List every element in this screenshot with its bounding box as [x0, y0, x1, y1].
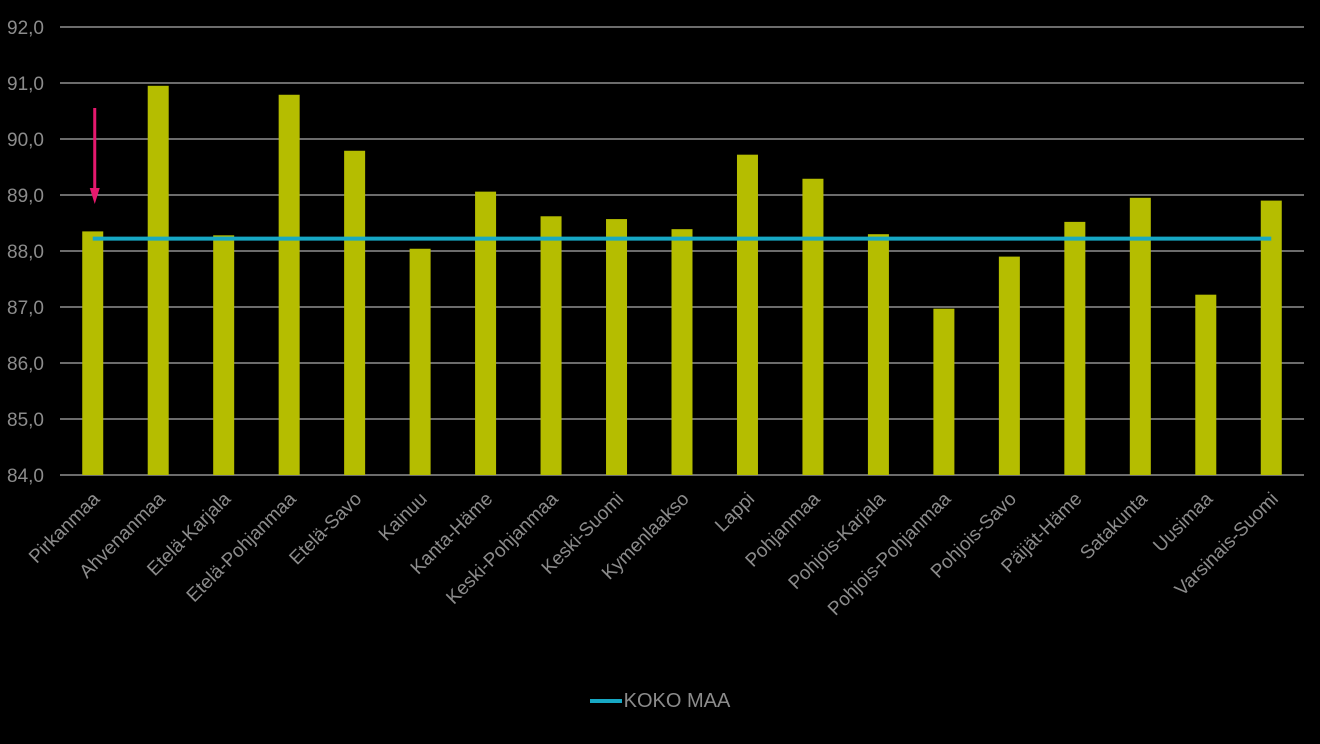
y-tick-label: 84,0: [7, 466, 44, 487]
annotation-arrow-head: [89, 188, 100, 204]
x-tick-label: Pohjois-Pohjanmaa: [824, 488, 956, 620]
x-tick-label: Satakunta: [1076, 488, 1152, 564]
bar: [344, 150, 366, 475]
y-tick-label: 87,0: [7, 298, 44, 319]
y-tick-label: 86,0: [7, 354, 44, 375]
x-tick-label: Kainuu: [375, 489, 432, 546]
bar: [1129, 197, 1151, 476]
bar: [147, 85, 169, 476]
bars: [82, 85, 1282, 476]
y-axis-tick-labels: 84,0 85,0 86,0 87,0 88,0 89,0 90,0 91,0 92,0: [7, 18, 44, 487]
bar: [606, 219, 628, 475]
bar: [671, 229, 693, 475]
bar: [1260, 200, 1282, 475]
x-tick-label: Etelä-Pohjanmaa: [183, 488, 301, 606]
bar: [213, 235, 235, 475]
legend-label: KOKO MAA: [623, 689, 731, 712]
y-tick-label: 90,0: [7, 130, 44, 151]
y-tick-label: 85,0: [7, 410, 44, 431]
y-tick-label: 91,0: [7, 74, 44, 95]
bar: [998, 256, 1020, 475]
x-tick-label: Keski-Pohjanmaa: [442, 488, 562, 608]
x-axis-tick-labels: PirkanmaaAhvenanmaaEtelä-KarjalaEtelä-Po…: [25, 488, 1283, 620]
bar: [475, 191, 497, 475]
bar: [736, 154, 758, 475]
bar: [802, 178, 824, 475]
x-tick-label: Uusimaa: [1149, 488, 1217, 556]
annotation-layer: [89, 108, 100, 204]
bar: [1195, 294, 1217, 475]
y-tick-label: 89,0: [7, 186, 44, 207]
y-tick-label: 88,0: [7, 242, 44, 263]
legend: KOKO MAA: [0, 686, 1320, 713]
x-tick-label: Lappi: [711, 489, 759, 537]
bar: [1064, 221, 1086, 475]
bar: [82, 231, 104, 475]
bar: [867, 234, 889, 475]
bar: [933, 308, 955, 475]
y-tick-label: 92,0: [7, 18, 44, 39]
bar: [409, 248, 431, 475]
legend-swatch-line: [589, 699, 622, 703]
bar: [540, 216, 562, 475]
bar: [278, 94, 300, 475]
